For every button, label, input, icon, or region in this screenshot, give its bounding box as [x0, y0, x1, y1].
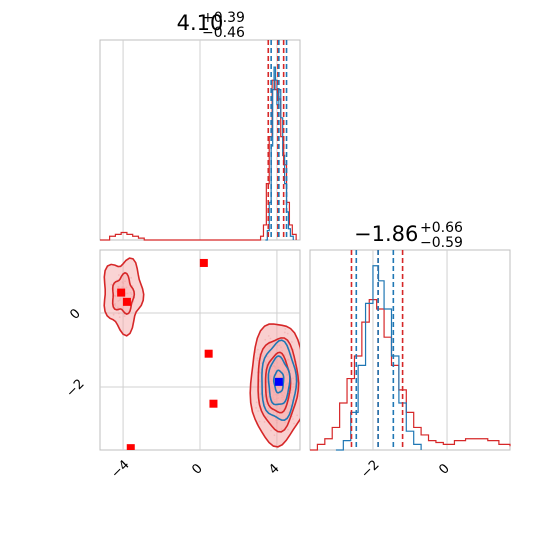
scatter-point	[130, 276, 133, 279]
scatter-point	[125, 286, 128, 289]
scatter-point	[110, 283, 113, 286]
p1-title-value: 4.10	[177, 11, 224, 35]
p1-title-plus: +0.39	[202, 10, 245, 26]
marker-red	[117, 288, 126, 297]
scatter-point	[130, 293, 133, 296]
scatter-point	[123, 315, 126, 318]
marker-red	[199, 258, 208, 267]
x-tick-label-p2: 0	[436, 461, 452, 477]
panel-p2-histogram: −1.86 +0.66 −0.59	[309, 220, 511, 451]
panel-p2-hist-lines	[310, 265, 511, 451]
scatter-point	[118, 274, 120, 276]
scatter-point	[114, 303, 117, 305]
scatter-point	[116, 306, 119, 309]
x-tick-label-p1: −4	[109, 457, 133, 481]
p1-hist-red	[100, 79, 297, 241]
contour-main-blue	[267, 355, 291, 406]
scatter-point	[114, 295, 117, 298]
marker-red	[122, 297, 131, 306]
scatter-point	[118, 299, 121, 302]
p2-title-minus: −0.59	[420, 235, 463, 251]
panel-p1-hist-lines	[100, 66, 297, 241]
panel-p2-quantiles	[350, 250, 404, 450]
marker-red	[209, 399, 218, 408]
p1-title-minus: −0.46	[202, 25, 245, 41]
scatter-point	[126, 292, 129, 295]
marker-red	[204, 349, 213, 358]
scatter-point	[117, 300, 120, 302]
panel-p1-title: 4.10	[177, 11, 224, 35]
y-tick-label-p2: −2	[63, 376, 87, 400]
contour-main-blue	[261, 339, 298, 422]
scatter-point	[129, 291, 132, 294]
contour-main-blue	[273, 369, 285, 394]
panel-2d-markers	[117, 258, 283, 450]
scatter-point	[122, 286, 125, 288]
marker-red	[126, 444, 135, 450]
scatter-point	[119, 297, 122, 300]
panel-2d	[99, 249, 301, 451]
panel-p2-grid	[372, 250, 448, 450]
marker-blue	[274, 377, 283, 386]
x-tick-label-p1: 0	[189, 461, 205, 477]
scatter-point	[131, 296, 134, 298]
scatter-point	[117, 312, 120, 315]
panel-p1-quantiles	[267, 40, 288, 240]
y-tick-label-p2: 0	[67, 306, 83, 322]
scatter-point	[118, 316, 121, 319]
p2-title-plus: +0.66	[420, 220, 463, 236]
x-tick-label-p1: 4	[266, 461, 282, 477]
scatter-point	[112, 313, 115, 316]
scatter-point	[124, 280, 126, 283]
contour-minor-red	[103, 257, 145, 337]
panel-p2-frame	[309, 249, 511, 451]
panel-p1-histogram: 4.10 +0.39 −0.46	[99, 10, 301, 241]
scatter-point	[121, 281, 124, 284]
scatter-point	[117, 286, 120, 288]
panel-p2-title: −1.86	[354, 222, 418, 246]
panel-p1-grid	[122, 40, 278, 240]
p2-hist-red	[310, 299, 511, 451]
x-tick-label-p2: −2	[358, 457, 382, 481]
